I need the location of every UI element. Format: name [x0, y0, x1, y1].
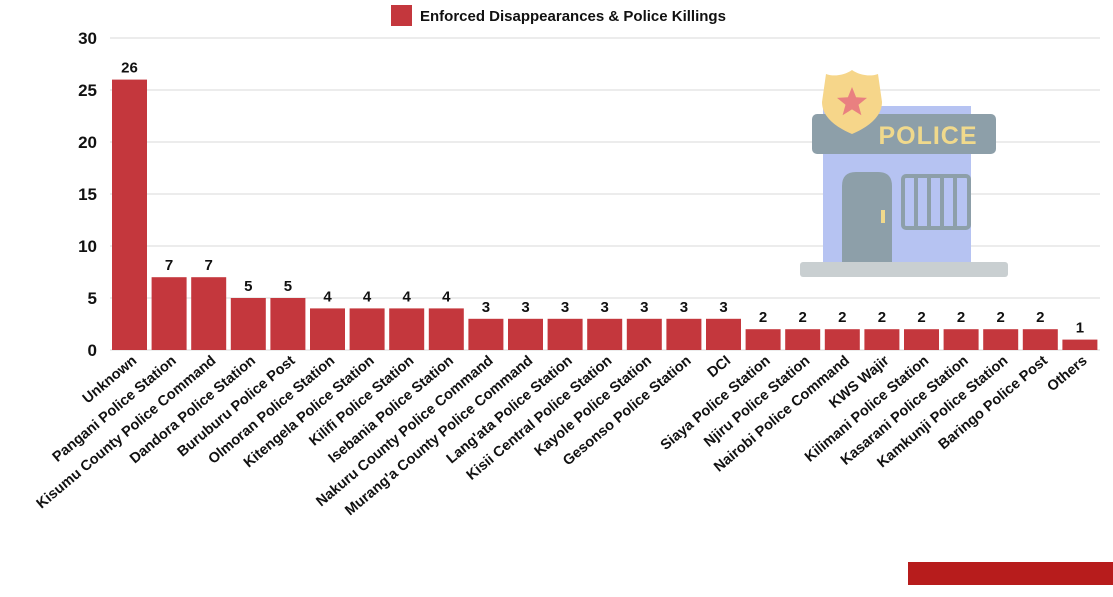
data-label: 5 — [244, 278, 252, 295]
bar — [508, 318, 543, 350]
bar — [666, 318, 702, 350]
bar — [943, 329, 979, 350]
bar — [270, 298, 306, 350]
data-label: 2 — [917, 309, 925, 326]
police-station-icon: POLICE — [800, 70, 1008, 277]
data-label: 5 — [284, 278, 292, 295]
bar — [626, 318, 662, 350]
building-base — [800, 262, 1008, 277]
data-label: 2 — [1036, 309, 1044, 326]
bar — [349, 308, 385, 350]
data-label: 3 — [561, 299, 569, 316]
bar — [824, 329, 860, 350]
bars — [112, 79, 1098, 350]
y-tick-label: 15 — [78, 185, 97, 204]
data-label: 26 — [121, 60, 138, 77]
bar — [864, 329, 900, 350]
bar — [587, 318, 623, 350]
y-tick-label: 10 — [78, 237, 97, 256]
y-tick-label: 5 — [88, 289, 97, 308]
data-label: 3 — [601, 299, 609, 316]
legend: Enforced Disappearances & Police Killing… — [391, 5, 726, 26]
legend-swatch — [391, 5, 412, 26]
bar — [745, 329, 781, 350]
door-icon — [842, 172, 892, 262]
x-tick-label: Others — [1044, 353, 1090, 395]
bar — [785, 329, 821, 350]
bar — [468, 318, 504, 350]
bar — [389, 308, 425, 350]
data-label: 2 — [838, 309, 846, 326]
barred-window-icon — [901, 174, 971, 230]
legend-label: Enforced Disappearances & Police Killing… — [420, 8, 726, 25]
bar — [1022, 329, 1058, 350]
bar — [706, 318, 741, 350]
y-tick-label: 30 — [78, 29, 97, 48]
bar — [547, 318, 583, 350]
data-label: 2 — [957, 309, 965, 326]
data-label: 3 — [521, 299, 529, 316]
data-label: 2 — [759, 309, 767, 326]
data-label: 4 — [323, 288, 332, 305]
corner-accent-bar — [908, 562, 1113, 585]
data-label: 2 — [878, 309, 886, 326]
data-label: 2 — [997, 309, 1005, 326]
data-label: 7 — [165, 257, 173, 274]
data-label: 3 — [680, 299, 688, 316]
bar — [904, 329, 939, 350]
bar — [230, 298, 266, 350]
data-label: 4 — [403, 288, 412, 305]
y-tick-label: 25 — [78, 81, 97, 100]
bar — [1062, 339, 1098, 350]
star-icon — [837, 87, 867, 116]
bar — [428, 308, 464, 350]
police-sign-text: POLICE — [878, 122, 977, 150]
data-label: 4 — [442, 288, 451, 305]
data-label: 2 — [799, 309, 807, 326]
data-label: 3 — [719, 299, 727, 316]
door-handle — [881, 210, 885, 223]
data-label: 4 — [363, 288, 372, 305]
bar — [310, 308, 345, 350]
y-tick-label: 20 — [78, 133, 97, 152]
data-labels: 26 7 7 5 5 4 4 4 4 3 3 3 3 3 3 3 2 2 2 2 2 2 2 2 1 — [121, 60, 1084, 337]
bar — [983, 329, 1019, 350]
y-tick-label: 0 — [88, 341, 97, 360]
bar — [151, 277, 187, 350]
data-label: 7 — [205, 257, 213, 274]
bar — [191, 277, 227, 350]
y-axis-ticks: 0 5 10 15 20 25 30 — [78, 29, 97, 360]
data-label: 3 — [640, 299, 648, 316]
x-tick-label: Kisumu County Police Command — [34, 353, 220, 512]
data-label: 1 — [1076, 320, 1084, 337]
data-label: 3 — [482, 299, 490, 316]
x-tick-label: DCI — [705, 353, 734, 381]
bar — [112, 79, 147, 350]
